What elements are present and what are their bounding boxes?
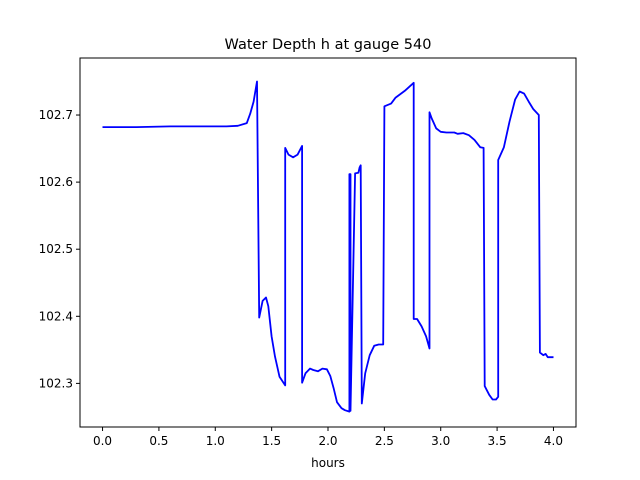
x-axis-ticks: 0.0 0.5 1.0 1.5 2.0 2.5 3.0 3.5 4.0 (93, 427, 563, 448)
x-tick-label: 2.0 (318, 434, 337, 448)
x-tick-label: 3.0 (431, 434, 450, 448)
x-tick-label: 0.5 (149, 434, 168, 448)
x-tick-label: 1.0 (206, 434, 225, 448)
series-line (102, 80, 554, 413)
x-tick-label: 3.5 (488, 434, 507, 448)
plot-area (102, 80, 554, 413)
y-tick-label: 102.6 (39, 175, 73, 189)
x-axis-label: hours (311, 456, 345, 470)
x-tick-label: 4.0 (544, 434, 563, 448)
x-tick-label: 2.5 (375, 434, 394, 448)
y-tick-label: 102.3 (39, 376, 73, 390)
chart-title: Water Depth h at gauge 540 (225, 37, 432, 53)
y-axis-ticks: 102.3 102.4 102.5 102.6 102.7 (39, 108, 80, 390)
x-tick-label: 1.5 (262, 434, 281, 448)
y-tick-label: 102.7 (39, 108, 73, 122)
x-tick-label: 0.0 (93, 434, 112, 448)
y-tick-label: 102.4 (39, 309, 73, 323)
y-tick-label: 102.5 (39, 242, 73, 256)
